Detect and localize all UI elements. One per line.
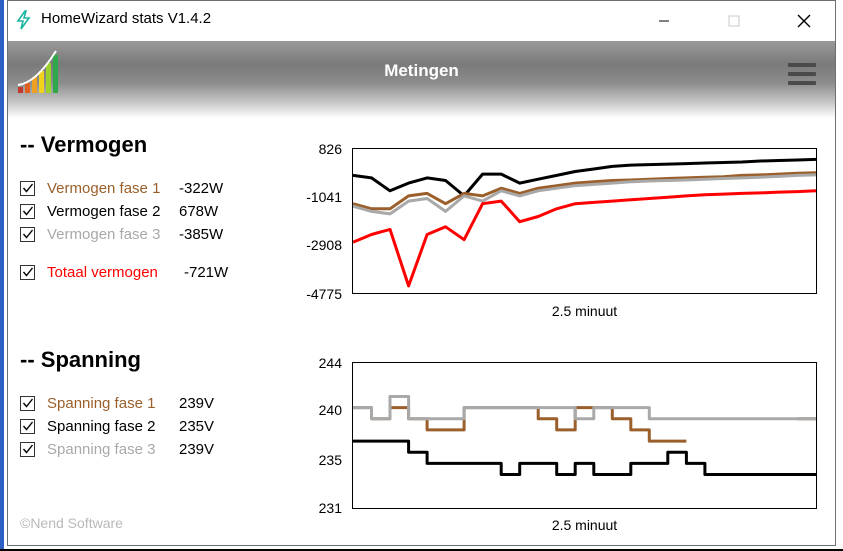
vermogen-ytick-label: -2908 xyxy=(306,237,342,253)
spanning-fase-2-checkbox[interactable] xyxy=(20,418,35,434)
spanning-ytick-label: 244 xyxy=(318,355,342,371)
minimize-icon xyxy=(659,20,669,22)
totaal-vermogen-checkbox[interactable] xyxy=(20,264,35,280)
menu-line xyxy=(788,72,816,76)
vermogen-fase-1-value: -322W xyxy=(179,179,224,197)
close-icon xyxy=(797,14,811,28)
vermogen-fase-1-label: Vermogen fase 1 xyxy=(47,179,161,197)
series-line-spanning-fase-1 xyxy=(353,406,816,443)
page-title: Metingen xyxy=(384,61,459,80)
vermogen-fase-3-checkbox[interactable] xyxy=(20,226,35,242)
checkmark-icon xyxy=(22,421,33,431)
series-line-totaal-vermogen xyxy=(352,189,817,288)
checkmark-icon xyxy=(22,444,33,454)
vermogen-fase-1-checkbox[interactable] xyxy=(20,180,35,196)
minimize-button[interactable] xyxy=(641,1,687,41)
series-line-spanning-fase-3 xyxy=(353,395,816,421)
spanning-fase-3-value: 239V xyxy=(179,440,215,458)
header-band: Metingen xyxy=(8,41,835,118)
checkmark-icon xyxy=(22,183,33,193)
series-line-spanning-fase-2 xyxy=(353,439,816,476)
menu-button[interactable] xyxy=(788,63,818,87)
vermogen-fase-3-value: -385W xyxy=(179,225,224,243)
spanning-fase-3-label: Spanning fase 3 xyxy=(47,440,156,458)
vermogen-fase-2-row[interactable]: Vermogen fase 2 678W xyxy=(20,201,218,221)
checkmark-icon xyxy=(22,206,33,216)
spanning-ytick-label: 240 xyxy=(318,402,342,418)
vermogen-fase-2-label: Vermogen fase 2 xyxy=(47,202,161,220)
totaal-vermogen-value: -721W xyxy=(184,263,229,281)
spanning-chart xyxy=(352,362,817,509)
spanning-ytick-label: 235 xyxy=(318,452,342,468)
vermogen-fase-1-row[interactable]: Vermogen fase 1 -322W xyxy=(20,178,223,198)
maximize-icon xyxy=(728,15,740,27)
checkmark-icon xyxy=(22,267,33,277)
vermogen-fase-3-row[interactable]: Vermogen fase 3 -385W xyxy=(20,224,223,244)
window-title: HomeWizard stats V1.4.2 xyxy=(41,10,212,27)
totaal-vermogen-label: Totaal vermogen xyxy=(47,263,158,281)
spanning-fase-2-label: Spanning fase 2 xyxy=(47,417,156,435)
spanning-fase-1-checkbox[interactable] xyxy=(20,395,35,411)
spanning-fase-3-row[interactable]: Spanning fase 3 239V xyxy=(20,439,214,459)
spanning-chart-plot xyxy=(353,395,816,476)
bar-chart-logo-icon xyxy=(17,50,58,93)
vermogen-ytick-label: 826 xyxy=(318,141,342,157)
spanning-fase-3-checkbox[interactable] xyxy=(20,441,35,457)
spanning-heading: -- Spanning xyxy=(20,347,141,372)
vermogen-fase-3-label: Vermogen fase 3 xyxy=(47,225,161,243)
menu-line xyxy=(788,63,816,67)
spanning-ytick-label: 231 xyxy=(318,500,342,516)
copyright-text: ©Nend Software xyxy=(20,515,123,531)
vermogen-chart-plot xyxy=(352,157,817,288)
vermogen-fase-2-checkbox[interactable] xyxy=(20,203,35,219)
vermogen-chart-xlabel: 2.5 minuut xyxy=(551,303,618,319)
series-line-vermogen-fase-2 xyxy=(352,157,817,198)
vermogen-ytick-label: -1041 xyxy=(306,189,342,205)
totaal-vermogen-row[interactable]: Totaal vermogen -721W xyxy=(20,262,228,282)
app-window: HomeWizard stats V1.4.2 Metingen -- Ver xyxy=(7,0,836,546)
checkmark-icon xyxy=(22,229,33,239)
vermogen-heading: -- Vermogen xyxy=(20,132,148,157)
spanning-fase-1-value: 239V xyxy=(179,394,215,412)
lightning-icon xyxy=(16,10,31,30)
spanning-fase-1-row[interactable]: Spanning fase 1 239V xyxy=(20,393,214,413)
maximize-button[interactable] xyxy=(711,1,757,41)
series-line-vermogen-fase-3 xyxy=(352,173,817,216)
spanning-fase-2-row[interactable]: Spanning fase 2 235V xyxy=(20,416,214,436)
menu-line xyxy=(788,81,816,85)
vermogen-ytick-label: -4775 xyxy=(306,286,342,302)
vermogen-chart xyxy=(352,148,817,294)
close-button[interactable] xyxy=(781,1,827,41)
title-bar[interactable]: HomeWizard stats V1.4.2 xyxy=(8,1,835,41)
checkmark-icon xyxy=(22,398,33,408)
series-line-vermogen-fase-1 xyxy=(352,171,817,211)
vermogen-fase-2-value: 678W xyxy=(179,202,219,220)
spanning-fase-1-label: Spanning fase 1 xyxy=(47,394,156,412)
spanning-fase-2-value: 235V xyxy=(179,417,215,435)
spanning-chart-xlabel: 2.5 minuut xyxy=(551,517,618,533)
